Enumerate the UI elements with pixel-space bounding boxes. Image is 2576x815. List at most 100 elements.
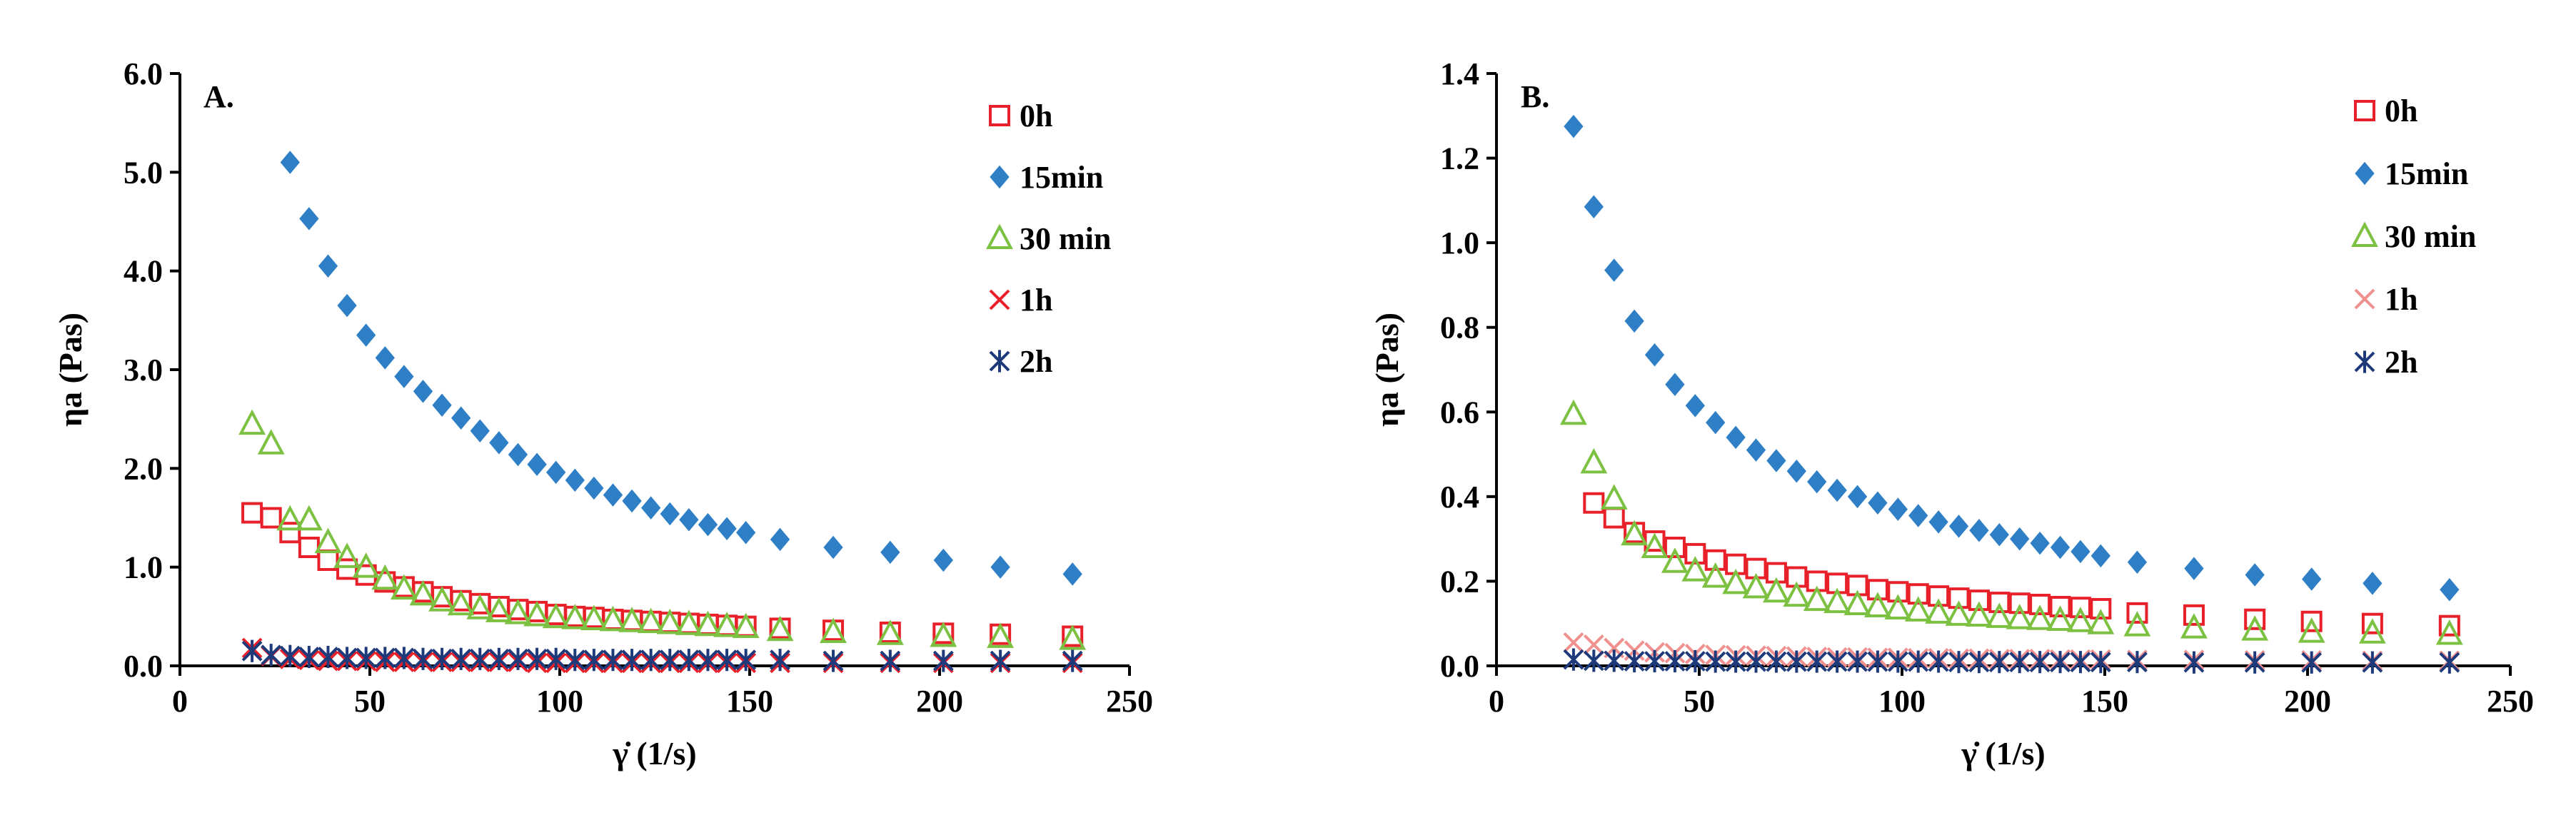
data-point (413, 647, 433, 670)
legend-entry: 0h (2354, 93, 2417, 128)
data-point (820, 617, 847, 643)
data-point (1621, 520, 1649, 546)
data-point (295, 505, 323, 531)
legend-entry: 2h (2354, 345, 2417, 380)
data-point (1904, 596, 1932, 622)
data-point (580, 604, 608, 630)
data-point (2066, 607, 2094, 632)
data-point (451, 647, 472, 670)
data-point (1762, 577, 1790, 603)
data-point (2241, 615, 2269, 641)
data-point (876, 619, 904, 645)
data-point (1969, 519, 1989, 542)
data-point (1664, 537, 1686, 558)
data-point (1684, 542, 1706, 565)
legend-marker (990, 165, 1010, 189)
data-point (2050, 651, 2071, 674)
data-point (2438, 614, 2460, 637)
data-point (1583, 492, 1605, 514)
data-point (1887, 581, 1909, 603)
data-point (390, 574, 418, 600)
data-point (2440, 578, 2460, 602)
data-point (1965, 601, 1993, 627)
data-point (990, 555, 1010, 579)
y-tick-label: 3.0 (124, 353, 163, 388)
data-point (542, 602, 570, 629)
data-point (238, 409, 266, 435)
data-point (1742, 572, 1770, 599)
data-point (2435, 619, 2463, 645)
data-point (1563, 648, 1584, 671)
data-point (1563, 632, 1584, 653)
data-point (1600, 484, 1628, 510)
data-point (1062, 562, 1082, 586)
data-point (732, 612, 760, 639)
x-tick-label: 150 (2081, 684, 2128, 719)
legend-label: 15min (2385, 156, 2468, 191)
data-point (716, 649, 738, 672)
legend-label: 2h (2385, 345, 2417, 380)
x-tick-label: 100 (1878, 684, 1926, 719)
data-point (1948, 515, 1969, 538)
y-tick-label: 0.0 (124, 649, 163, 684)
data-point (1968, 651, 1990, 674)
data-point (2029, 594, 2051, 616)
data-point (1989, 522, 2009, 547)
data-point (1847, 650, 1868, 673)
data-point (1806, 650, 1828, 673)
data-point (356, 647, 377, 669)
data-point (1887, 650, 1908, 673)
data-point (2008, 592, 2031, 614)
data-point (1583, 649, 1604, 672)
data-point (2361, 612, 2383, 634)
data-point (735, 649, 757, 672)
data-point (2183, 604, 2205, 626)
data-point (333, 542, 361, 568)
data-point (2301, 651, 2323, 674)
data-point (2087, 609, 2115, 634)
data-point (1604, 258, 1624, 282)
data-point (2439, 651, 2460, 674)
data-point (336, 558, 358, 580)
data-point (1867, 650, 1888, 673)
data-point (431, 647, 453, 670)
data-point (1603, 507, 1625, 529)
data-point (1059, 624, 1087, 650)
data-point (298, 645, 320, 669)
data-point (1624, 309, 1644, 333)
data-point (1823, 587, 1851, 614)
data-point (1644, 649, 1665, 673)
data-point (523, 600, 551, 627)
data-point (260, 507, 282, 529)
legend-marker (2354, 100, 2375, 121)
data-point (1908, 504, 1928, 527)
data-point (280, 151, 300, 174)
y-axis-title: ηa (Pas) (52, 313, 89, 427)
data-point (565, 468, 585, 492)
data-point (336, 647, 358, 669)
data-point (621, 649, 643, 672)
data-point (678, 649, 700, 672)
y-tick-label: 0.4 (1440, 480, 1479, 515)
data-point (1827, 478, 1847, 502)
data-point (823, 535, 843, 560)
data-point (1684, 649, 1706, 673)
data-point (526, 647, 548, 670)
data-point (279, 644, 301, 667)
y-tick-label: 1.0 (1440, 226, 1479, 260)
x-tick-label: 200 (916, 684, 963, 719)
legend-entry: 30 min (2351, 219, 2476, 254)
data-point (337, 293, 357, 318)
data-point (1786, 460, 1806, 483)
x-axis-title: γ̇ (1/s) (612, 735, 696, 771)
data-point (1584, 195, 1604, 218)
data-point (2050, 535, 2071, 560)
data-point (1641, 532, 1669, 558)
data-point (1644, 343, 1665, 367)
data-point (2245, 563, 2265, 587)
data-point (241, 502, 263, 524)
legend-entry: 1h (2354, 282, 2417, 317)
data-point (489, 431, 509, 455)
data-point (717, 517, 737, 540)
